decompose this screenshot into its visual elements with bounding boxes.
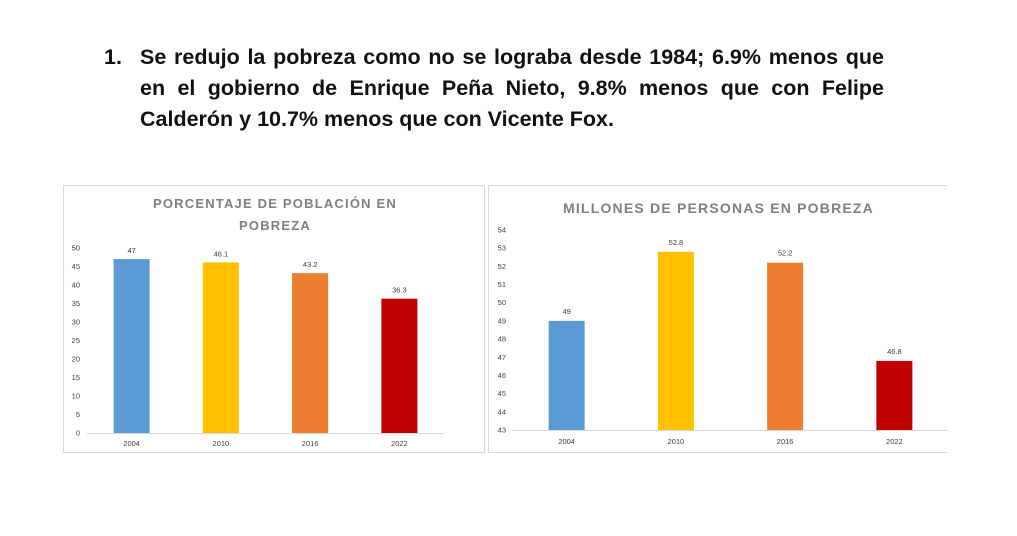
heading-text: Se redujo la pobreza como no se lograba … <box>140 45 884 131</box>
y-tick-label: 49 <box>498 316 506 325</box>
y-tick-label: 52 <box>498 262 506 271</box>
bar-2010 <box>202 262 239 433</box>
y-tick-label: 15 <box>72 373 80 382</box>
y-tick-label: 5 <box>76 410 80 419</box>
list-number: 1. <box>104 45 122 69</box>
y-tick-label: 51 <box>498 280 506 289</box>
y-tick-label: 46 <box>498 371 506 380</box>
y-tick-label: 53 <box>498 244 506 253</box>
bar-2016 <box>292 273 329 433</box>
heading-paragraph: 1. Se redujo la pobreza como no se logra… <box>104 42 884 135</box>
chart-title-line: POBREZA <box>239 218 311 233</box>
data-label: 46.8 <box>887 347 902 356</box>
data-label: 46.1 <box>214 249 229 258</box>
y-tick-label: 20 <box>72 355 80 364</box>
x-tick-label: 2004 <box>558 437 575 446</box>
chart-title-line: MILLONES DE PERSONAS EN POBREZA <box>563 200 874 216</box>
data-label: 43.2 <box>303 260 318 269</box>
chart-title-line: PORCENTAJE DE POBLACIÓN EN <box>153 196 397 211</box>
data-label: 52.8 <box>669 238 684 247</box>
data-label: 49 <box>562 307 570 316</box>
bar-2010 <box>657 251 694 430</box>
x-tick-label: 2022 <box>391 439 408 448</box>
y-tick-label: 54 <box>498 226 506 235</box>
x-tick-label: 2010 <box>668 437 685 446</box>
data-label: 36.3 <box>392 286 407 295</box>
y-tick-label: 43 <box>498 426 506 435</box>
bar-2004 <box>113 259 150 433</box>
x-tick-label: 2004 <box>123 439 140 448</box>
y-tick-label: 0 <box>76 429 80 438</box>
bar-2016 <box>767 262 804 430</box>
bar-2022 <box>381 298 418 433</box>
y-tick-label: 30 <box>72 318 80 327</box>
data-label: 47 <box>127 246 135 255</box>
poverty-percentage-chart: PORCENTAJE DE POBLACIÓN EN POBREZA 0 5 10 15 2… <box>72 196 444 448</box>
x-tick-label: 2016 <box>777 437 794 446</box>
y-tick-label: 45 <box>498 389 506 398</box>
y-tick-label: 50 <box>498 298 506 307</box>
chart-panel-poverty-percentage: PORCENTAJE DE POBLACIÓN EN POBREZA 0 5 10 15 2… <box>63 185 485 453</box>
x-tick-label: 2010 <box>213 439 230 448</box>
y-tick-label: 10 <box>72 392 80 401</box>
poverty-millions-chart: MILLONES DE PERSONAS EN POBREZA 43 44 45 46 4… <box>498 200 948 446</box>
y-tick-label: 50 <box>72 244 80 253</box>
y-tick-label: 47 <box>498 353 506 362</box>
y-tick-label: 35 <box>72 299 80 308</box>
data-label: 52.2 <box>778 249 793 258</box>
y-tick-label: 40 <box>72 281 80 290</box>
y-tick-label: 48 <box>498 335 506 344</box>
x-tick-label: 2016 <box>302 439 319 448</box>
bar-2022 <box>876 360 913 430</box>
x-tick-label: 2022 <box>886 437 903 446</box>
y-tick-label: 44 <box>498 407 506 416</box>
bar-2004 <box>548 320 585 430</box>
y-tick-label: 45 <box>72 262 80 271</box>
y-tick-label: 25 <box>72 336 80 345</box>
chart-panel-poverty-millions: MILLONES DE PERSONAS EN POBREZA 43 44 45 46 4… <box>488 185 948 453</box>
